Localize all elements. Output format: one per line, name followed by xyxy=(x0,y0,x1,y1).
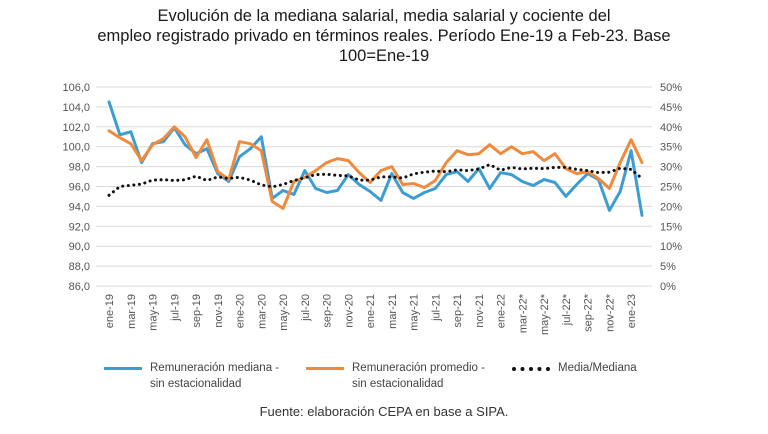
legend-item-promedio: Remuneración promedio - sin estacionalid… xyxy=(306,360,485,392)
x-tick-label: nov-19 xyxy=(213,294,225,328)
source-note: Fuente: elaboración CEPA en base a SIPA. xyxy=(259,404,509,419)
left-axis-ticks: 86,0 88,0 90,0 92,0 94,0 96,0 98,0 100,0 102,0 10… xyxy=(62,82,90,293)
legend-swatch-promedio xyxy=(306,367,344,370)
right-tick-label: 25% xyxy=(660,182,682,194)
x-tick-label: ene-19 xyxy=(104,294,116,328)
x-tick-label: sep-20 xyxy=(322,294,334,328)
legend-label-cociente-text: Media/Mediana xyxy=(558,362,637,374)
left-tick-label: 90,0 xyxy=(69,241,90,253)
legend-label-mediana: Remuneración mediana - sin estacionalida… xyxy=(150,360,279,392)
legend-label-promedio-line-2: sin estacionalidad xyxy=(352,378,444,390)
legend-label-mediana-line-1: Remuneración mediana - xyxy=(150,362,280,374)
series-line-promedio xyxy=(107,125,644,210)
legend-swatch-cociente xyxy=(512,367,550,371)
gridlines xyxy=(96,86,652,287)
x-tick-label: jul-22* xyxy=(561,293,573,326)
legend-item-cociente: Media/Mediana xyxy=(512,360,637,376)
series-line-cociente xyxy=(107,163,644,197)
left-tick-label: 96,0 xyxy=(69,182,90,194)
title-line-1: Evolución de la mediana salarial, media … xyxy=(157,7,611,25)
right-tick-label: 10% xyxy=(660,241,682,253)
x-tick-label: may-20 xyxy=(278,294,290,331)
right-tick-label: 15% xyxy=(660,221,682,233)
legend-swatch-mediana xyxy=(104,367,142,370)
right-tick-label: 30% xyxy=(660,162,682,174)
x-tick-label: ene-20 xyxy=(235,294,247,328)
x-tick-label: mar-20 xyxy=(256,294,268,329)
left-tick-label: 98,0 xyxy=(69,162,90,174)
x-tick-label: jul-20 xyxy=(300,294,312,322)
x-tick-label: ene-21 xyxy=(365,294,377,328)
left-tick-label: 106,0 xyxy=(62,82,90,94)
x-tick-label: nov-22* xyxy=(604,293,616,332)
right-axis-ticks: 0% 5% 10% 15% 20% 25% 30% 35% 40% 45% 50% xyxy=(660,82,682,293)
right-tick-label: 35% xyxy=(660,142,682,154)
chart-title: Evolución de la mediana salarial, media … xyxy=(0,6,768,66)
legend-label-promedio-line-1: Remuneración promedio - xyxy=(352,362,485,374)
x-tick-label: may-22* xyxy=(539,293,551,335)
left-tick-label: 104,0 xyxy=(62,102,90,114)
x-tick-label: ene-22 xyxy=(496,294,508,328)
x-tick-label: may-19 xyxy=(148,294,160,331)
right-tick-label: 40% xyxy=(660,122,682,134)
right-tick-label: 50% xyxy=(660,82,682,94)
series-lines xyxy=(107,100,644,217)
chart-legend: Remuneración mediana - sin estacionalida… xyxy=(0,360,768,400)
legend-label-cociente: Media/Mediana xyxy=(558,360,637,376)
left-tick-label: 94,0 xyxy=(69,201,90,213)
x-tick-label: ene-23 xyxy=(626,294,638,328)
x-tick-label: nov-20 xyxy=(343,294,355,328)
left-tick-label: 102,0 xyxy=(62,122,90,134)
legend-label-promedio: Remuneración promedio - sin estacionalid… xyxy=(352,360,485,392)
x-tick-label: nov-21 xyxy=(474,294,486,328)
title-line-3: 100=Ene-19 xyxy=(338,47,430,65)
right-tick-label: 5% xyxy=(660,261,676,273)
right-tick-label: 0% xyxy=(660,281,676,293)
x-tick-label: jul-19 xyxy=(169,294,181,322)
left-tick-label: 86,0 xyxy=(69,281,90,293)
x-tick-label: mar-21 xyxy=(387,294,399,329)
legend-label-mediana-line-2: sin estacionalidad xyxy=(150,378,242,390)
x-tick-label: mar-22* xyxy=(517,293,529,333)
left-tick-label: 100,0 xyxy=(62,142,90,154)
legend-item-mediana: Remuneración mediana - sin estacionalida… xyxy=(104,360,279,392)
x-tick-label: sep-19 xyxy=(191,294,203,328)
x-tick-label: sep-22* xyxy=(583,293,595,332)
x-tick-label: may-21 xyxy=(409,294,421,331)
x-tick-label: jul-21 xyxy=(430,294,442,322)
x-tick-label: sep-21 xyxy=(452,294,464,328)
x-tick-label: mar-19 xyxy=(126,294,138,329)
series-line-mediana xyxy=(107,100,644,217)
right-tick-label: 45% xyxy=(660,102,682,114)
x-axis-ticks: ene-19 mar-19 may-19 jul-19 sep-19 nov-19 ene-… xyxy=(104,293,638,335)
title-line-2: empleo registrado privado en términos re… xyxy=(97,27,671,45)
right-tick-label: 20% xyxy=(660,201,682,213)
left-tick-label: 88,0 xyxy=(69,261,90,273)
left-tick-label: 92,0 xyxy=(69,221,90,233)
